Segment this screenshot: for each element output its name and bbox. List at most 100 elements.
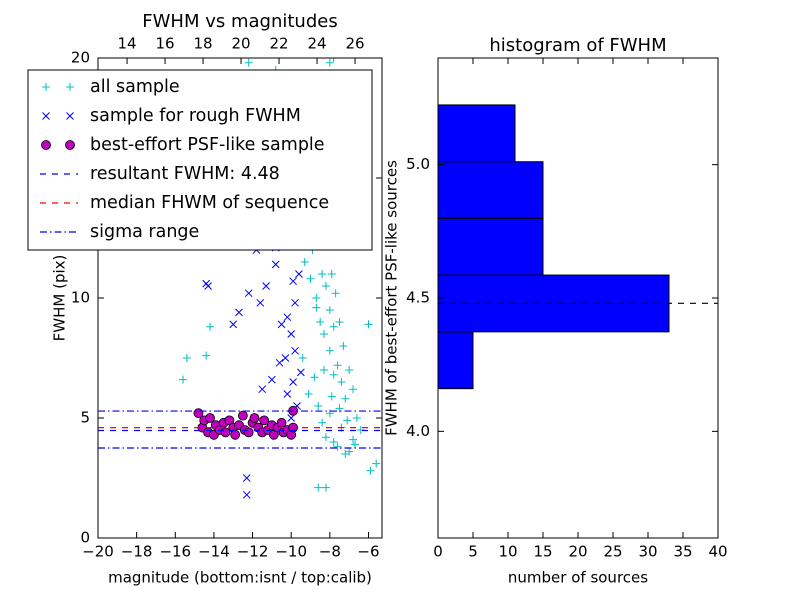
point xyxy=(314,402,323,410)
point xyxy=(291,298,299,307)
x2-tick-label: 20 xyxy=(231,35,250,53)
x2-tick-label: 24 xyxy=(307,35,326,53)
point xyxy=(345,366,354,374)
point xyxy=(243,427,254,438)
y-axis-label: FWHM (pix) xyxy=(51,255,69,342)
point xyxy=(350,440,359,449)
legend-marker xyxy=(66,112,74,120)
point xyxy=(244,58,253,67)
x-tick-label: −8 xyxy=(319,543,341,561)
bar xyxy=(438,161,544,219)
point xyxy=(321,483,330,492)
point xyxy=(229,320,238,329)
point xyxy=(271,260,280,269)
x-tick-label: −12 xyxy=(237,543,269,561)
point xyxy=(312,303,321,312)
x-tick-label: −10 xyxy=(275,543,307,561)
bar xyxy=(438,331,474,390)
point xyxy=(283,390,292,398)
point xyxy=(327,270,336,278)
point xyxy=(345,447,354,456)
point xyxy=(258,385,267,394)
legend: all sample sample for rough FWHM best-effo… xyxy=(27,69,373,251)
point xyxy=(289,378,297,386)
point xyxy=(349,435,358,444)
legend-marker xyxy=(41,140,51,150)
point xyxy=(256,298,265,307)
point xyxy=(249,413,260,423)
bar xyxy=(438,217,544,276)
point xyxy=(325,409,334,418)
point xyxy=(335,404,344,413)
x-tick-label: −14 xyxy=(198,543,230,561)
x-tick-label: −18 xyxy=(121,543,153,561)
point xyxy=(262,282,270,290)
x2-tick-label: 16 xyxy=(156,35,175,53)
point xyxy=(244,289,253,298)
legend-label: median FHWM of sequence xyxy=(90,193,329,213)
point xyxy=(277,320,286,329)
point xyxy=(333,442,342,451)
x-tick-label: 5 xyxy=(468,543,478,561)
x-tick-label: 0 xyxy=(433,543,443,561)
legend-label: sample for rough FWHM xyxy=(90,106,301,126)
point xyxy=(321,433,330,442)
point xyxy=(364,320,373,329)
point xyxy=(281,354,290,362)
y-tick-label: 4.0 xyxy=(406,422,430,440)
point xyxy=(206,322,215,331)
point xyxy=(321,282,330,290)
point xyxy=(275,358,284,367)
y-tick-label: 10 xyxy=(71,289,90,307)
y-tick-label: 0 xyxy=(80,529,90,547)
point xyxy=(366,466,375,475)
point xyxy=(349,385,358,394)
legend-marker xyxy=(66,83,74,91)
x-tick-label: −16 xyxy=(159,543,191,561)
point xyxy=(300,258,309,266)
legend-label: sigma range xyxy=(90,222,199,242)
point xyxy=(318,270,327,278)
y-tick-label: 20 xyxy=(71,49,90,67)
x-tick-label: 25 xyxy=(603,543,622,561)
point xyxy=(335,318,344,326)
point xyxy=(320,366,329,374)
point xyxy=(297,368,305,377)
legend-label: best-effort PSF-like sample xyxy=(90,135,325,155)
point xyxy=(331,289,340,298)
y-axis-label: FWHM of best-effort PSF-like sources xyxy=(383,160,401,436)
point xyxy=(237,410,248,421)
legend-box xyxy=(27,69,373,251)
chart-title: FWHM vs magnitudes xyxy=(142,11,337,32)
point xyxy=(291,346,299,355)
point xyxy=(337,378,346,386)
point xyxy=(182,354,191,362)
x-tick-label: 10 xyxy=(498,543,517,561)
point xyxy=(352,414,361,422)
x2-tick-label: 18 xyxy=(194,35,213,53)
chart-title: histogram of FWHM xyxy=(489,35,666,56)
x2-tick-label: 22 xyxy=(269,35,288,53)
point xyxy=(202,351,211,360)
legend-marker xyxy=(65,140,75,150)
point xyxy=(341,394,350,403)
point xyxy=(325,58,334,67)
point xyxy=(310,373,319,382)
point xyxy=(329,438,338,446)
point xyxy=(318,418,327,427)
x-tick-label: −6 xyxy=(357,543,379,561)
point xyxy=(372,459,381,468)
point xyxy=(268,375,276,384)
point xyxy=(325,346,334,355)
point xyxy=(339,342,348,350)
point xyxy=(306,274,315,283)
point xyxy=(329,58,338,62)
point xyxy=(242,474,251,482)
point xyxy=(316,318,325,326)
plot-area xyxy=(438,104,718,390)
legend-label: resultant FWHM: 4.48 xyxy=(90,164,280,184)
point xyxy=(204,282,212,290)
point xyxy=(343,416,352,425)
y-tick-label: 4.5 xyxy=(406,289,430,307)
